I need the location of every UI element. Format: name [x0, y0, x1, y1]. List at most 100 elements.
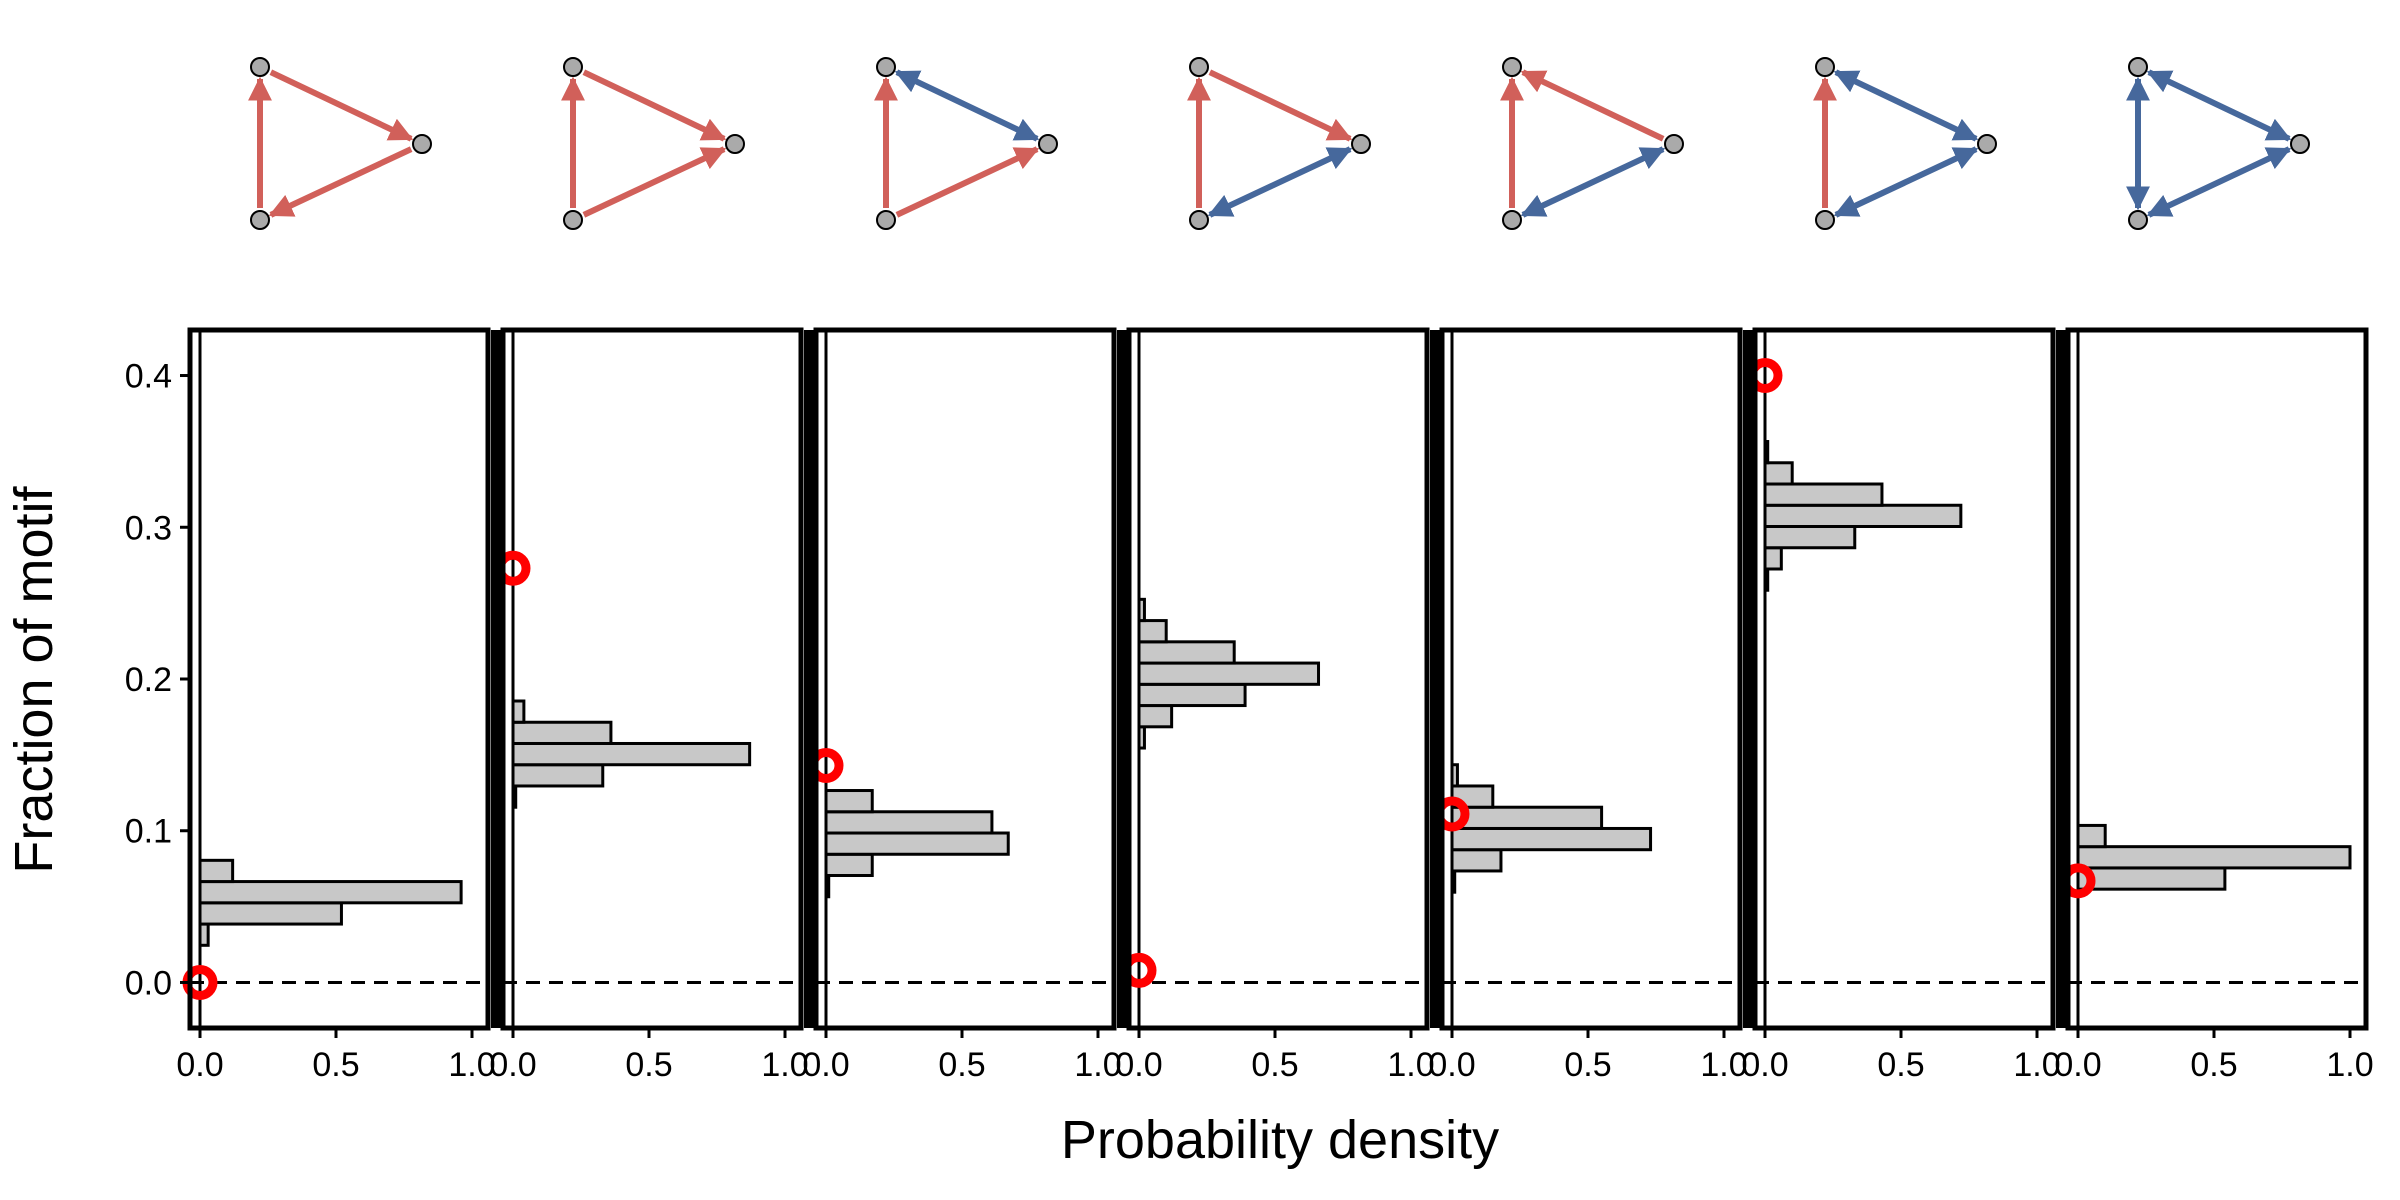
- motif-node: [1038, 134, 1058, 154]
- histogram-bar: [1450, 848, 1503, 873]
- motif-node: [1351, 134, 1371, 154]
- histogram-bar: [2076, 866, 2227, 891]
- motif-node: [1502, 57, 1522, 77]
- motif-node: [1502, 210, 1522, 230]
- motif-node: [563, 210, 583, 230]
- motif-diagrams: [248, 57, 2310, 230]
- histogram-panel: 0.0 0.5 1.0: [176, 327, 496, 1084]
- negative-edge-arrow: [2146, 146, 2292, 218]
- x-tick-label: 1.0: [448, 1046, 495, 1084]
- motif-node: [876, 57, 896, 77]
- x-tick-label: 1.0: [1074, 1046, 1121, 1084]
- histogram-bar: [198, 858, 235, 884]
- x-tick-label: 0.0: [176, 1046, 223, 1084]
- motif-node: [250, 57, 270, 77]
- motif-node: [876, 210, 896, 230]
- x-tick-label: 0.5: [1877, 1046, 1924, 1084]
- x-tick-label: 0.0: [489, 1046, 536, 1084]
- y-tick-label: 0.2: [125, 661, 172, 699]
- histogram-panel: 0.0 0.5 1.0: [1115, 327, 1435, 1084]
- x-axis-label: Probability density: [1061, 1110, 1499, 1170]
- motif-node: [1815, 57, 1835, 77]
- y-tick-label: 0.0: [125, 964, 172, 1002]
- histogram-panel: 0.0 0.5 1.0: [1741, 327, 2061, 1084]
- histogram-bar: [511, 763, 605, 788]
- x-tick-label: 0.0: [1741, 1046, 1788, 1084]
- motif-diagram: [2126, 57, 2310, 230]
- y-tick-label: 0.3: [125, 509, 172, 547]
- histogram-bar: [1450, 826, 1653, 852]
- negative-edge-arrow: [2146, 69, 2292, 142]
- x-tick-label: 1.0: [1700, 1046, 1747, 1084]
- negative-edge-arrow: [894, 69, 1040, 142]
- histogram-bar: [824, 831, 1010, 856]
- motif-node: [2128, 210, 2148, 230]
- histogram-bar: [198, 880, 463, 905]
- panel-frame: [2065, 327, 2369, 1031]
- histogram-bar: [1763, 525, 1857, 550]
- x-tick-label: 1.0: [2326, 1046, 2373, 1084]
- x-tick-label: 0.0: [1428, 1046, 1475, 1084]
- histogram-bar: [1137, 704, 1174, 729]
- motif-node: [2290, 134, 2310, 154]
- motif-node: [1664, 134, 1684, 154]
- histogram-bar: [824, 852, 874, 878]
- histogram-bar: [2076, 845, 2352, 870]
- negative-edge-arrow: [1207, 146, 1353, 218]
- motif-node: [250, 210, 270, 230]
- x-tick-label: 0.5: [625, 1046, 672, 1084]
- y-tick-label: 0.1: [125, 813, 172, 851]
- histogram-bar: [824, 810, 994, 835]
- motif-node: [725, 134, 745, 154]
- histogram-bar: [1763, 503, 1963, 529]
- histogram-bar: [1763, 482, 1884, 507]
- histogram-bar: [1763, 546, 1783, 571]
- histogram-bar: [1137, 640, 1236, 665]
- histogram-bar: [1137, 661, 1321, 686]
- x-tick-label: 0.0: [2054, 1046, 2101, 1084]
- histogram-panels: 0.0 0.5 1.00.0 0.5 1.00.0 0.5 1.00.0 0.5 1.00.0 0…: [176, 327, 2374, 1084]
- histogram-panel: 0.0 0.5 1.0: [489, 327, 809, 1084]
- histogram-bar: [824, 789, 874, 814]
- motif-node: [563, 57, 583, 77]
- motif-diagram: [561, 57, 745, 230]
- x-tick-label: 0.5: [2190, 1046, 2237, 1084]
- motif-node: [1189, 57, 1209, 77]
- negative-edge-arrow: [1520, 146, 1666, 218]
- positive-edge-arrow: [895, 146, 1040, 218]
- histogram-panel: 0.0 0.5 1.0: [2054, 327, 2374, 1084]
- histogram-bar: [2076, 823, 2107, 849]
- positive-edge-arrow: [582, 146, 727, 218]
- x-tick-label: 1.0: [1387, 1046, 1434, 1084]
- positive-edge-arrow: [269, 69, 414, 142]
- histogram-bar: [511, 720, 613, 745]
- panel-frame: [1439, 327, 1743, 1031]
- x-tick-label: 0.5: [312, 1046, 359, 1084]
- motif-node: [412, 134, 432, 154]
- y-axis-label: Fraction of motif: [4, 485, 64, 873]
- x-tick-label: 0.5: [1564, 1046, 1611, 1084]
- x-tick-label: 1.0: [761, 1046, 808, 1084]
- histogram-bar: [511, 699, 526, 724]
- negative-edge-arrow: [1833, 69, 1979, 142]
- panel-frame: [813, 327, 1117, 1031]
- motif-diagram: [1500, 57, 1684, 230]
- histogram-bar: [1763, 461, 1794, 486]
- histogram-bar: [511, 741, 752, 767]
- panel-frame: [1752, 327, 2056, 1031]
- histogram-panel: 0.0 0.5 1.0: [802, 327, 1122, 1084]
- motif-node: [1977, 134, 1997, 154]
- motif-node: [1189, 210, 1209, 230]
- negative-edge-arrow: [1833, 146, 1979, 218]
- x-tick-label: 0.0: [802, 1046, 849, 1084]
- motif-node: [2128, 57, 2148, 77]
- motif-diagram: [874, 57, 1058, 230]
- positive-edge-arrow: [1520, 69, 1665, 142]
- motif-node: [1815, 210, 1835, 230]
- positive-edge-arrow: [268, 146, 413, 218]
- histogram-panel: 0.0 0.5 1.0: [1428, 327, 1748, 1084]
- histogram-bar: [1137, 682, 1247, 708]
- motif-diagram: [1187, 57, 1371, 230]
- x-tick-label: 0.5: [1251, 1046, 1298, 1084]
